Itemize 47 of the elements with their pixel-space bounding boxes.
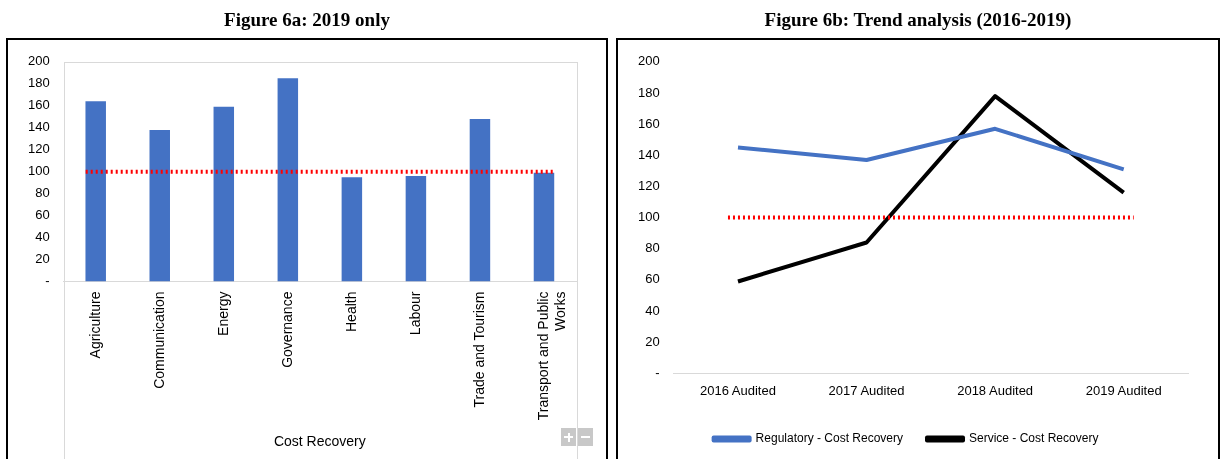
y-tick-label: 140 <box>27 119 50 135</box>
x-tick-label: 2017 Audited <box>828 382 905 398</box>
x-tick-label: Agriculture <box>86 291 103 359</box>
y-tick-label: 160 <box>637 115 660 131</box>
y-tick-label: 200 <box>27 53 50 69</box>
chart-title: Figure 6a: 2019 only <box>223 8 391 32</box>
y-tick-label: 120 <box>27 141 50 157</box>
y-tick-label: 160 <box>27 97 50 113</box>
bar <box>469 118 491 282</box>
y-tick-label: 60 <box>35 207 50 223</box>
y-tick-label: 60 <box>645 271 660 287</box>
x-tick-label: Transport and Public Works <box>534 291 568 421</box>
y-tick-label: 80 <box>645 240 660 256</box>
x-tick-label: Health <box>342 291 359 333</box>
x-tick-label: Governance <box>278 291 295 368</box>
y-tick-label: 20 <box>645 333 660 349</box>
x-axis-title: Cost Recovery <box>273 433 366 450</box>
y-tick-label: 100 <box>637 209 660 225</box>
y-tick-label: 200 <box>637 53 660 69</box>
x-tick-label: 2019 Audited <box>1085 382 1162 398</box>
chart-title: Figure 6b: Trend analysis (2016-2019) <box>763 8 1073 32</box>
bar <box>341 177 363 282</box>
x-tick-label: 2018 Audited <box>957 382 1034 398</box>
y-tick-label: - <box>45 273 50 289</box>
x-tick-label: Communication <box>150 291 167 389</box>
y-tick-label: 40 <box>35 229 50 245</box>
bar <box>533 172 555 282</box>
x-tick-label: Trade and Tourism <box>470 291 487 408</box>
y-tick-label: 180 <box>27 75 50 91</box>
x-tick-label: Energy <box>214 291 231 336</box>
y-tick-label: 120 <box>637 178 660 194</box>
y-tick-label: 140 <box>637 146 660 162</box>
y-tick-label: 100 <box>27 163 50 179</box>
x-tick-label: Labour <box>406 291 423 336</box>
legend-label: Service - Cost Recovery <box>969 431 1099 446</box>
y-tick-label: 40 <box>645 302 660 318</box>
x-tick-label: 2016 Audited <box>700 382 776 398</box>
y-tick-label: 80 <box>35 185 50 201</box>
bar <box>149 129 170 282</box>
y-tick-label: - <box>655 364 660 380</box>
y-tick-label: 20 <box>35 251 50 267</box>
y-tick-label: 180 <box>637 84 660 100</box>
bar <box>277 78 299 282</box>
bar <box>85 101 106 282</box>
legend-label: Regulatory - Cost Recovery <box>755 431 904 446</box>
bar <box>405 176 427 282</box>
bar <box>213 106 235 282</box>
